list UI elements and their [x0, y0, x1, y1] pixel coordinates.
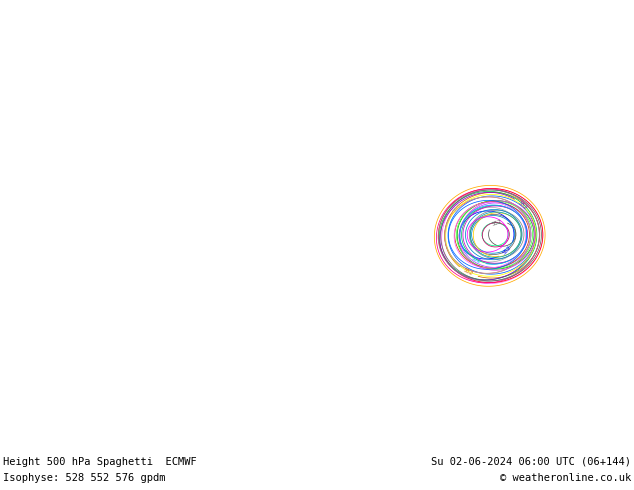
Text: 552: 552: [463, 268, 474, 277]
Text: 552: 552: [491, 219, 503, 227]
Text: © weatheronline.co.uk: © weatheronline.co.uk: [500, 473, 631, 483]
Text: Height 500 hPa Spaghetti  ECMWF: Height 500 hPa Spaghetti ECMWF: [3, 457, 197, 467]
Text: 552: 552: [470, 255, 482, 265]
Text: 552: 552: [501, 245, 513, 256]
Text: Su 02-06-2024 06:00 UTC (06+144): Su 02-06-2024 06:00 UTC (06+144): [431, 457, 631, 467]
Text: 552: 552: [517, 200, 528, 211]
Text: 552: 552: [452, 203, 463, 214]
Text: Isophyse: 528 552 576 gpdm: Isophyse: 528 552 576 gpdm: [3, 473, 165, 483]
